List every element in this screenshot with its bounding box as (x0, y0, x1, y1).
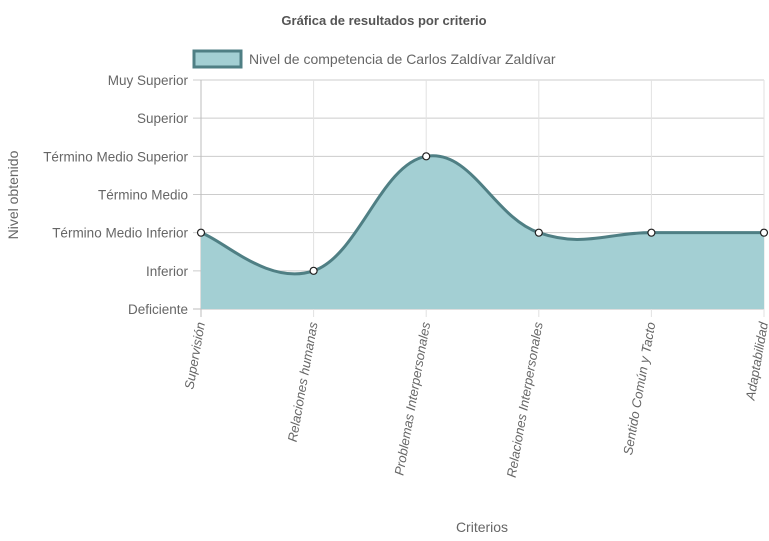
legend[interactable]: Nivel de competencia de Carlos Zaldívar … (192, 49, 556, 69)
series-area (201, 155, 764, 309)
legend-swatch (192, 49, 243, 69)
data-point (309, 266, 318, 275)
x-tick-label: Supervisión (181, 321, 208, 391)
data-point (759, 228, 769, 237)
series-layer (196, 152, 769, 309)
data-point (534, 228, 543, 237)
data-point (196, 228, 206, 237)
x-tick-label: Relaciones humanas (285, 320, 321, 443)
y-axis-title: Nivel obtenido (5, 150, 21, 239)
y-axis: Deficiente Inferior Término Medio Inferior… (43, 73, 188, 317)
x-tick-label: Sentido Común y Tacto (620, 321, 658, 456)
y-tick-label: Muy Superior (108, 73, 189, 88)
y-tick-label: Inferior (146, 264, 189, 279)
data-point (647, 228, 656, 237)
y-tick-label: Superior (137, 111, 189, 126)
data-point (422, 152, 431, 161)
y-tick-label: Término Medio Inferior (52, 226, 188, 241)
legend-label: Nivel de competencia de Carlos Zaldívar … (249, 51, 556, 67)
x-axis: Supervisión Relaciones humanas Problemas I… (181, 320, 769, 479)
y-tick-label: Término Medio (98, 188, 188, 203)
y-tick-label: Término Medio Superior (43, 149, 188, 164)
x-tick-label: Problemas Interpersonales (391, 320, 433, 476)
x-tick-label: Adaptabilidad (742, 320, 769, 402)
x-axis-title: Criterios (456, 519, 508, 535)
chart-title: Gráfica de resultados por criterio (281, 13, 486, 28)
y-tick-label: Deficiente (128, 302, 188, 317)
x-tick-label: Relaciones Interpersonales (504, 320, 546, 478)
